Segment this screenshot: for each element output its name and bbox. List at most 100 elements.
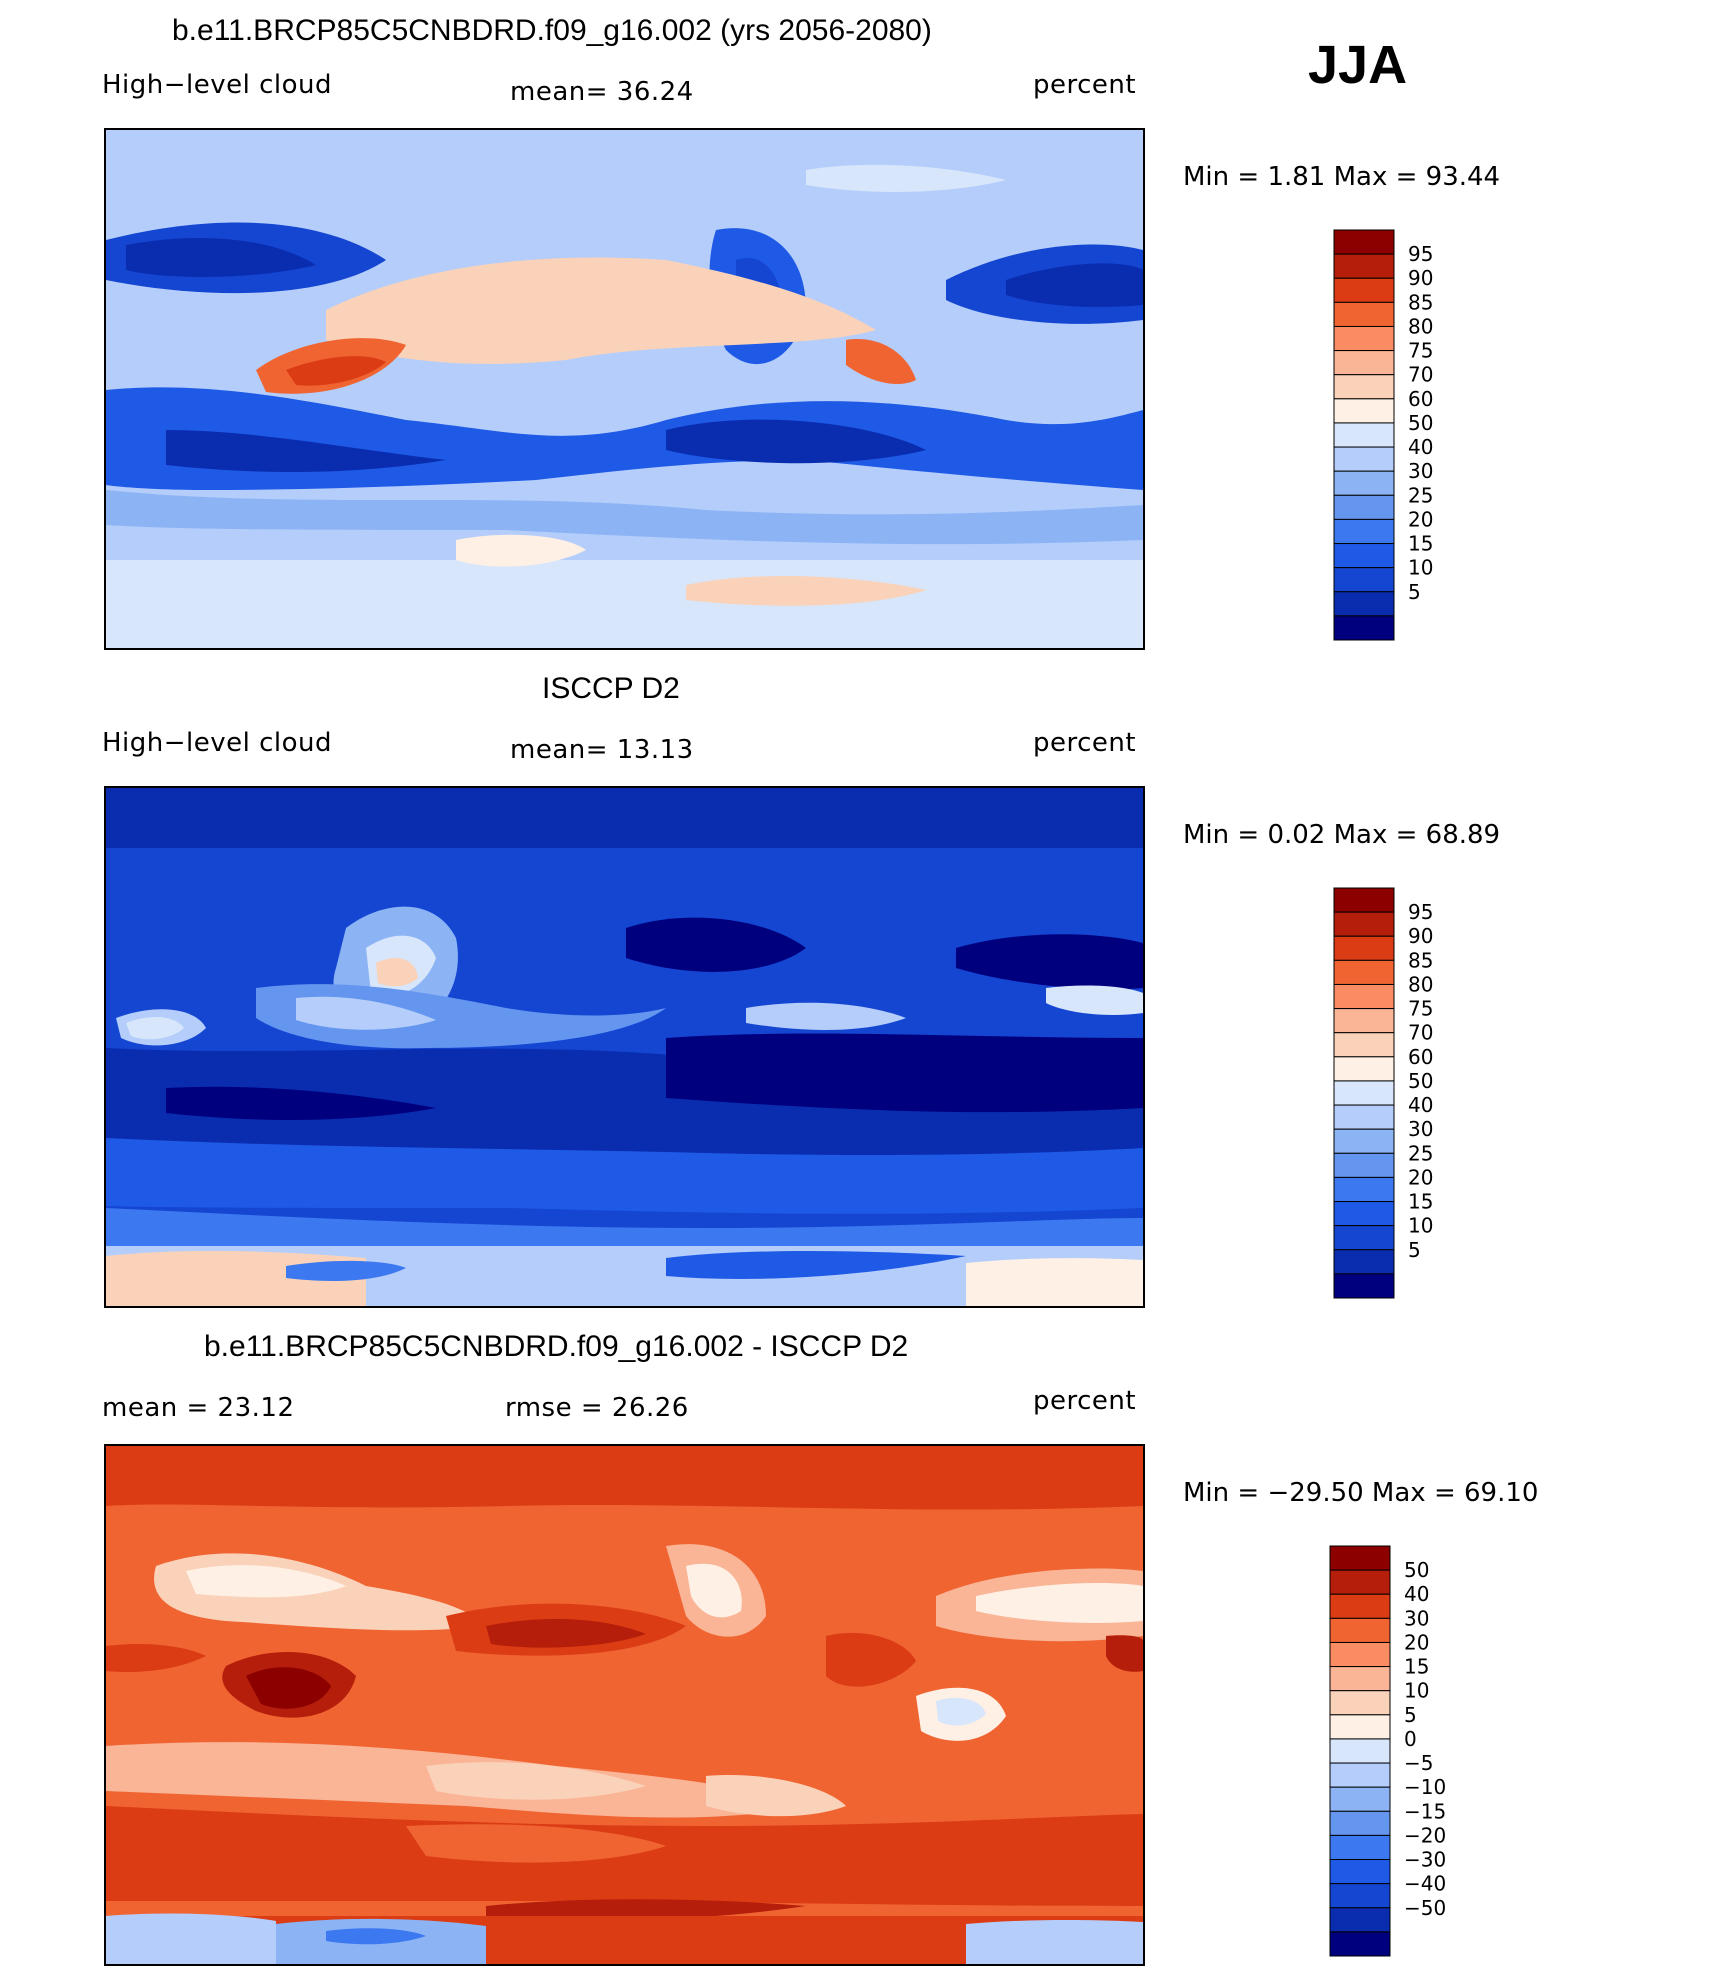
colorbar-swatch [1333, 1273, 1395, 1299]
season-label: JJA [1308, 35, 1408, 95]
colorbar-tick-label: 5 [1408, 1238, 1421, 1262]
colorbar-tick-label: 40 [1404, 1582, 1429, 1606]
colorbar-swatch [1333, 887, 1395, 913]
colorbar-tick-label: 75 [1408, 997, 1433, 1021]
colorbar-tick-label: 95 [1408, 900, 1433, 924]
panel-3-mean-label: mean = 23.12 [102, 1393, 295, 1423]
colorbar-tick-label: −5 [1404, 1751, 1433, 1775]
panel-1-minmax: Min = 1.81 Max = 93.44 [1183, 162, 1501, 192]
colorbar-swatch [1333, 1080, 1395, 1106]
colorbar-swatch [1333, 253, 1395, 279]
colorbar-swatch [1333, 470, 1395, 496]
colorbar-tick-label: −40 [1404, 1872, 1446, 1896]
colorbar-tick-label: 40 [1408, 435, 1433, 459]
colorbar-swatch [1333, 543, 1395, 569]
colorbar-swatch [1333, 1056, 1395, 1082]
colorbar-tick-label: 50 [1408, 1069, 1433, 1093]
colorbar-swatch [1333, 567, 1395, 593]
panel-3-map-field [106, 1446, 1143, 1964]
colorbar-swatch [1333, 1201, 1395, 1227]
colorbar-tick-label: 40 [1408, 1093, 1433, 1117]
colorbar-swatch [1333, 494, 1395, 520]
colorbar-swatch [1329, 1762, 1391, 1788]
colorbar-swatch [1333, 374, 1395, 400]
colorbar-swatch [1333, 1176, 1395, 1203]
colorbar-swatch [1333, 422, 1395, 448]
colorbar-tick-label: 90 [1408, 266, 1433, 290]
colorbar-swatch [1333, 1128, 1395, 1154]
colorbar-swatch [1329, 1666, 1391, 1692]
colorbar-swatch [1329, 1834, 1391, 1861]
colorbar-swatch [1333, 959, 1395, 985]
colorbar-swatch [1329, 1810, 1391, 1836]
panel-2-units-label: percent [1033, 728, 1137, 758]
panel-2-map-field [106, 788, 1143, 1306]
colorbar-tick-label: 95 [1408, 242, 1433, 266]
colorbar-tick-label: 20 [1404, 1630, 1429, 1654]
colorbar-swatch [1329, 1641, 1391, 1668]
colorbar-tick-label: 60 [1408, 387, 1433, 411]
panel-2-map [104, 786, 1145, 1308]
colorbar-swatch [1333, 398, 1395, 424]
panel-1-colorbar: 95 90 85 80 75 70 60 50 40 30 25 20 15 10 5 [1330, 228, 1470, 649]
colorbar-tick-label: 30 [1408, 459, 1433, 483]
colorbar-tick-label: 25 [1408, 1141, 1433, 1165]
colorbar-swatch [1329, 1738, 1391, 1764]
colorbar-swatch [1333, 229, 1395, 255]
colorbar-swatch [1333, 591, 1395, 617]
panel-2-title: ISCCP D2 [542, 672, 680, 705]
colorbar-tick-label: −20 [1404, 1823, 1446, 1847]
colorbar-swatch [1329, 1569, 1391, 1595]
colorbar-tick-label: 80 [1408, 972, 1433, 996]
panel-3-rmse-label: rmse = 26.26 [505, 1393, 689, 1423]
colorbar-swatch [1333, 983, 1395, 1010]
colorbar-tick-label: 75 [1408, 339, 1433, 363]
panel-3-minmax: Min = −29.50 Max = 69.10 [1183, 1478, 1539, 1508]
colorbar-swatch [1333, 446, 1395, 472]
colorbar-swatch [1333, 1032, 1395, 1058]
colorbar-tick-label: 50 [1404, 1558, 1429, 1582]
colorbar-swatch [1333, 350, 1395, 376]
colorbar-swatch [1329, 1786, 1391, 1812]
colorbar-swatch [1333, 301, 1395, 327]
colorbar-swatch [1329, 1883, 1391, 1909]
colorbar-swatch [1333, 1152, 1395, 1178]
colorbar-swatch [1329, 1593, 1391, 1619]
colorbar-tick-label: 20 [1408, 1165, 1433, 1189]
colorbar-tick-label: 10 [1404, 1679, 1429, 1703]
colorbar-tick-label: 10 [1408, 1214, 1433, 1238]
colorbar-tick-label: 15 [1404, 1655, 1429, 1679]
panel-2-mean-label: mean= 13.13 [510, 735, 694, 765]
colorbar-tick-label: 80 [1408, 314, 1433, 338]
panel-1-title: b.e11.BRCP85C5CNBDRD.f09_g16.002 (yrs 20… [172, 14, 932, 47]
colorbar-swatch [1333, 1008, 1395, 1034]
colorbar-tick-label: −50 [1404, 1896, 1446, 1920]
colorbar-tick-label: 90 [1408, 924, 1433, 948]
colorbar-tick-label: 15 [1408, 1190, 1433, 1214]
colorbar-tick-label: 25 [1408, 483, 1433, 507]
colorbar-tick-label: 70 [1408, 363, 1433, 387]
colorbar-swatch [1329, 1907, 1391, 1933]
colorbar-tick-label: 10 [1408, 556, 1433, 580]
colorbar-tick-label: 85 [1408, 948, 1433, 972]
colorbar-swatch [1329, 1545, 1391, 1571]
colorbar-swatch [1333, 325, 1395, 352]
colorbar-swatch [1329, 1690, 1391, 1716]
colorbar-tick-label: 70 [1408, 1021, 1433, 1045]
colorbar-swatch [1329, 1617, 1391, 1643]
colorbar-swatch [1329, 1931, 1391, 1957]
panel-3-colorbar: 50 40 30 20 15 10 5 0 −5 −10 −15 −20 −30 −40 −50 [1326, 1544, 1476, 1965]
colorbar-tick-label: 0 [1404, 1727, 1417, 1751]
colorbar-tick-label: −30 [1404, 1848, 1446, 1872]
colorbar-tick-label: 20 [1408, 507, 1433, 531]
panel-1-mean-label: mean= 36.24 [510, 77, 694, 107]
panel-3-map [104, 1444, 1145, 1966]
panel-1-variable-label: High−level cloud [102, 70, 333, 100]
panel-1-map-field [106, 130, 1143, 648]
colorbar-tick-label: 5 [1408, 580, 1421, 604]
colorbar-swatch [1333, 935, 1395, 961]
colorbar-tick-label: 30 [1408, 1117, 1433, 1141]
colorbar-tick-label: 50 [1408, 411, 1433, 435]
